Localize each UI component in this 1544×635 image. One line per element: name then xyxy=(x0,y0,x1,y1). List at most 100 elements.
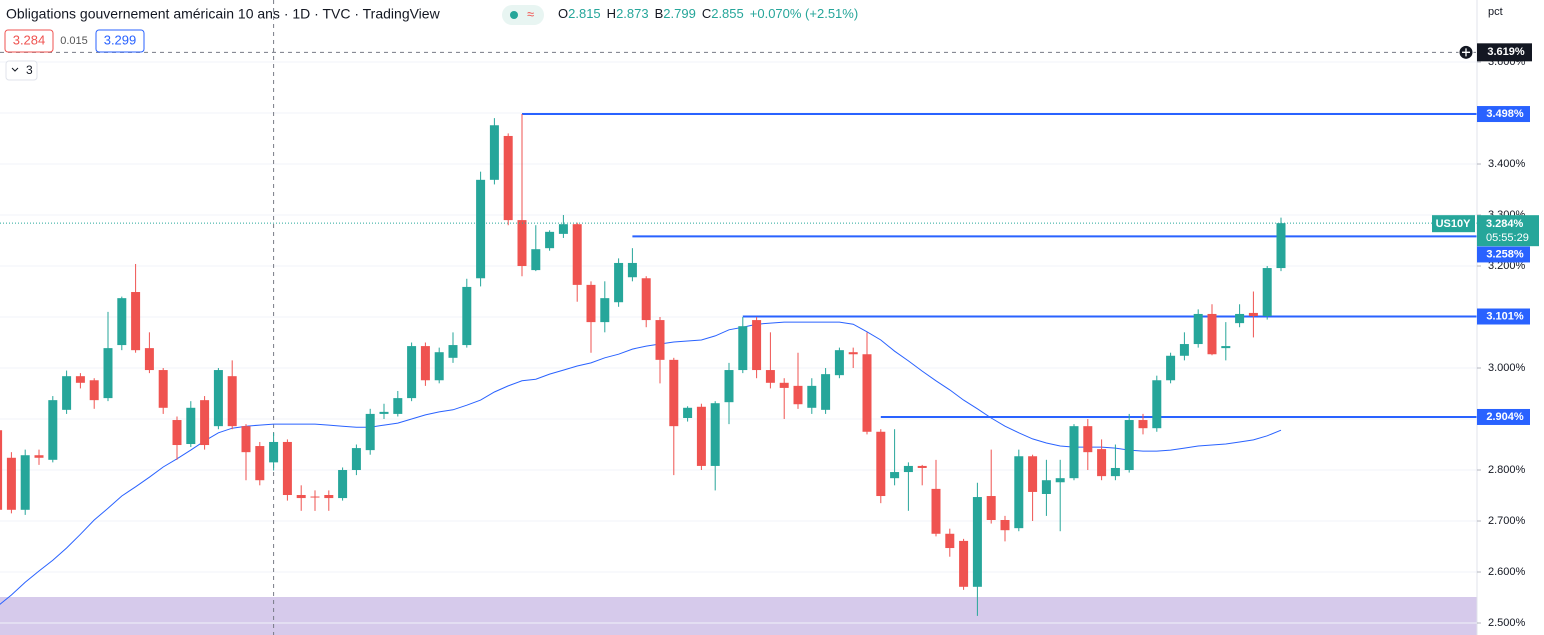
candle-body xyxy=(1055,478,1065,483)
header: Obligations gouvernement américain 10 an… xyxy=(4,5,858,81)
candle-body xyxy=(75,376,85,383)
crosshair-label: 3.619% xyxy=(1487,46,1525,58)
candle-body xyxy=(48,400,58,460)
candle-body xyxy=(462,286,472,346)
candle-body xyxy=(186,407,196,445)
candle-body xyxy=(655,320,665,360)
candle-body xyxy=(558,224,568,234)
candle-body xyxy=(255,446,265,481)
bid-box[interactable] xyxy=(4,29,54,53)
candle-body xyxy=(103,348,113,399)
candle-body xyxy=(213,370,223,427)
level-label-box xyxy=(1477,408,1530,425)
candle-body xyxy=(1138,420,1148,429)
ask-box[interactable] xyxy=(95,29,145,53)
symbol-box xyxy=(1432,215,1475,233)
legend-change: +0.070% (+2.51%) xyxy=(750,6,858,21)
candle-body xyxy=(420,346,430,381)
candle-body xyxy=(338,470,348,499)
candle-body xyxy=(862,354,872,432)
crosshair-label-box xyxy=(1477,43,1532,62)
candle-body xyxy=(807,385,817,408)
legend-value: 2.799 xyxy=(663,6,696,21)
candle-body xyxy=(669,359,679,427)
candle-body xyxy=(62,376,72,410)
candle-body xyxy=(20,455,30,510)
candle-body xyxy=(627,262,637,278)
candle-body xyxy=(144,348,154,371)
bid: 3.284 xyxy=(13,32,46,47)
y-tick-label: 2.500% xyxy=(1488,617,1526,629)
candle-body xyxy=(765,370,775,383)
indicator-toggle[interactable] xyxy=(5,60,38,81)
candle-body xyxy=(434,352,444,381)
legend-key: B xyxy=(655,6,664,21)
candle-body xyxy=(752,320,762,371)
candle-body xyxy=(1028,456,1038,492)
legend-key: C xyxy=(702,6,711,21)
candle-body xyxy=(779,382,789,388)
level-label-box xyxy=(1477,246,1530,263)
candle-body xyxy=(200,400,210,446)
y-tick-label: 3.400% xyxy=(1488,158,1526,170)
candle-body xyxy=(738,326,748,371)
y-tick-label: 2.600% xyxy=(1488,566,1526,578)
candle-body xyxy=(959,540,969,587)
candle-body xyxy=(600,298,610,323)
candle-body xyxy=(172,420,182,446)
candle-body xyxy=(710,403,720,466)
spread: 0.015 xyxy=(60,35,88,47)
candle-body xyxy=(117,298,127,346)
candle-body xyxy=(931,488,941,534)
candle-body xyxy=(793,385,803,405)
candle-body xyxy=(282,441,292,496)
last-price-box xyxy=(1477,215,1539,247)
candle-body xyxy=(890,472,900,479)
candle-body xyxy=(310,496,320,498)
candle-body xyxy=(269,441,279,463)
candle-body xyxy=(986,496,996,520)
status-pill[interactable] xyxy=(502,5,544,25)
level-label: 3.258% xyxy=(1486,248,1524,260)
candle-body xyxy=(407,346,417,399)
countdown: 05:55:29 xyxy=(1486,232,1529,244)
candle-body xyxy=(1014,456,1024,529)
candle-body xyxy=(586,284,596,323)
candle-body xyxy=(834,350,844,376)
legend-value: 2.855 xyxy=(711,6,744,21)
candle-body xyxy=(1248,312,1258,316)
candle-body xyxy=(476,179,486,279)
level-label: 3.101% xyxy=(1486,310,1524,322)
plot-area xyxy=(0,0,1477,635)
candle-body xyxy=(0,430,3,510)
candle-body xyxy=(393,398,403,414)
indicator-count: 3 xyxy=(26,63,33,77)
candle-body xyxy=(158,370,168,408)
candle-body xyxy=(1083,426,1093,453)
candle-body xyxy=(1207,313,1217,355)
candle-body xyxy=(821,374,831,410)
candle-body xyxy=(351,448,361,471)
status-icon: ≈ xyxy=(527,6,534,21)
candle-body xyxy=(972,497,982,587)
candle-body xyxy=(903,465,913,473)
candle-body xyxy=(848,352,858,355)
candle-body xyxy=(131,292,141,351)
y-tick-label: 2.700% xyxy=(1488,515,1526,527)
level-label: 2.904% xyxy=(1486,411,1524,423)
candle-body xyxy=(227,376,237,427)
ask: 3.299 xyxy=(104,32,137,47)
level-label-box xyxy=(1477,106,1530,123)
chevron xyxy=(11,67,19,72)
y-tick-label: 3.000% xyxy=(1488,362,1526,374)
legend-key: O xyxy=(558,6,568,21)
legend-value: 2.873 xyxy=(616,6,649,21)
y-tick-label: 3.200% xyxy=(1488,260,1526,272)
axis-unit: pct xyxy=(1488,6,1503,18)
legend-key: H xyxy=(607,6,616,21)
candle-body xyxy=(503,135,513,221)
candle-body xyxy=(1262,268,1272,316)
candle-body xyxy=(531,249,541,271)
candle-body xyxy=(545,231,555,249)
candle-body xyxy=(1166,355,1176,381)
